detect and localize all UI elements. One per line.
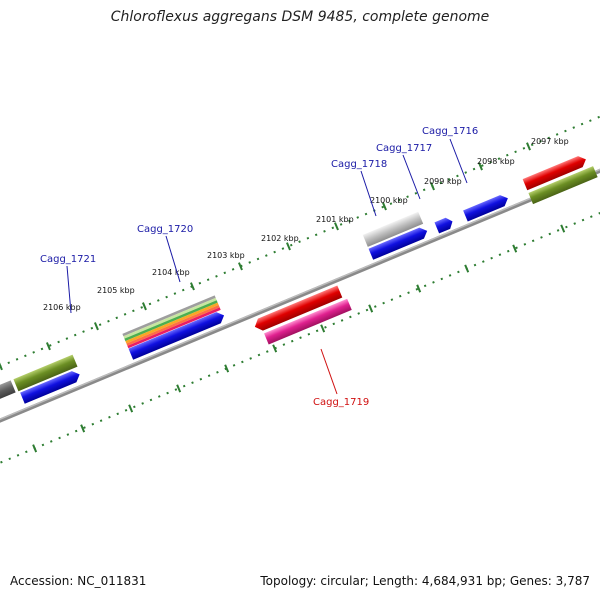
- cds-cagg-1720-features[interactable]: [122, 295, 221, 349]
- tick-label-2104: 2104 kbp: [152, 268, 190, 277]
- cds-cagg-1719[interactable]: [252, 285, 343, 333]
- tick-label-2105: 2105 kbp: [97, 286, 135, 295]
- tick-label-2106: 2106 kbp: [43, 303, 81, 312]
- tick-label-2100: 2100 kbp: [370, 196, 408, 205]
- tick-label-2098: 2098 kbp: [477, 157, 515, 166]
- cds-cagg-1720[interactable]: [128, 310, 227, 360]
- cds-cagg-1718[interactable]: [368, 225, 430, 260]
- inner-tick-track: [0, 169, 600, 495]
- scale-labels: 2097 kbp 2098 kbp 2099 kbp 2100 kbp 2101…: [43, 137, 569, 312]
- tick-label-2101: 2101 kbp: [316, 215, 354, 224]
- accession-text: Accession: NC_011831: [10, 574, 147, 588]
- gene-label-cagg-1718[interactable]: Cagg_1718: [331, 159, 387, 170]
- inner-major-ticks: [32, 224, 566, 453]
- gene-label-cagg-1721[interactable]: Cagg_1721: [40, 254, 96, 265]
- major-ticks: [0, 142, 531, 371]
- gene-leader-lines: [66, 138, 468, 314]
- gene-label-cagg-1717[interactable]: Cagg_1717: [376, 143, 432, 154]
- map-title: Chloroflexus aggregans DSM 9485, complet…: [110, 9, 490, 25]
- cds-cagg-1721-feature[interactable]: [13, 354, 78, 392]
- cds-cagg-1721[interactable]: [20, 369, 82, 404]
- tick-label-2103: 2103 kbp: [207, 251, 245, 260]
- tick-label-2097: 2097 kbp: [531, 137, 569, 146]
- gene-label-cagg-1716[interactable]: Cagg_1716: [422, 126, 478, 137]
- genome-backbone: [0, 125, 600, 468]
- tick-label-2099: 2099 kbp: [424, 177, 462, 186]
- cds-right-red[interactable]: [522, 154, 589, 191]
- cds-right-olive[interactable]: [528, 166, 598, 205]
- tick-label-2102: 2102 kbp: [261, 234, 299, 243]
- cds-cagg-1716[interactable]: [463, 193, 510, 222]
- cds-cagg-1717[interactable]: [434, 216, 454, 234]
- cds-cagg-1718-feature[interactable]: [362, 211, 424, 247]
- outer-tick-track: [0, 87, 600, 413]
- topology-text: Topology: circular; Length: 4,684,931 bp…: [260, 574, 590, 588]
- gene-label-cagg-1719[interactable]: Cagg_1719: [313, 397, 369, 408]
- cds-left-gray[interactable]: [0, 380, 16, 417]
- cds-cagg-1719-feature[interactable]: [264, 298, 352, 345]
- cagg-1719-leader: [320, 348, 338, 395]
- gene-label-cagg-1720[interactable]: Cagg_1720: [137, 224, 193, 235]
